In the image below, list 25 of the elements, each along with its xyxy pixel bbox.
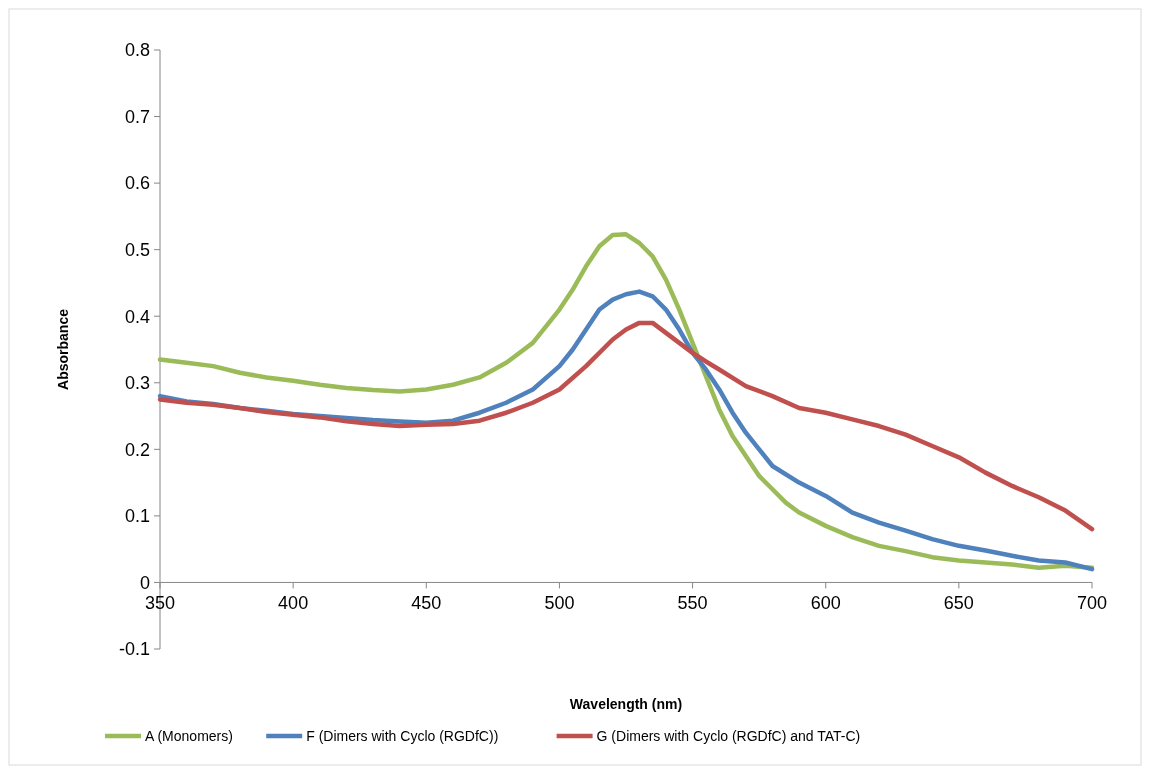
y-tick-label: 0.6 xyxy=(124,173,150,194)
y-tick-label: 0 xyxy=(139,572,150,593)
x-tick-label: 600 xyxy=(810,593,841,614)
y-tick-label: 0.4 xyxy=(124,306,150,327)
legend-label: A (Monomers) xyxy=(145,728,233,744)
x-tick-label: 450 xyxy=(411,593,442,614)
x-tick-label: 500 xyxy=(544,593,575,614)
y-tick-label: 0.8 xyxy=(124,40,150,61)
x-tick-label: 350 xyxy=(144,593,176,614)
x-tick-label: 550 xyxy=(677,593,708,614)
y-axis-title: Absorbance xyxy=(55,308,71,390)
line-series xyxy=(157,232,1095,571)
y-tick-label: 0.2 xyxy=(124,439,150,460)
y-tick-label: 0.7 xyxy=(124,106,150,127)
x-tick-label: 700 xyxy=(1076,593,1108,614)
y-tick-label: 0.3 xyxy=(124,373,150,394)
x-axis-title: Wavelength (nm) xyxy=(569,696,683,712)
y-tick-label: 0.1 xyxy=(124,506,150,527)
legend-label: G (Dimers with Cyclo (RGDfC) and TAT-C) xyxy=(596,728,861,744)
x-tick-label: 400 xyxy=(278,593,309,614)
line-series xyxy=(157,320,1095,532)
y-tick-label: -0.1 xyxy=(118,639,150,660)
legend-label: F (Dimers with Cyclo (RGDfC)) xyxy=(306,728,499,744)
y-tick-label: 0.5 xyxy=(124,239,150,260)
x-tick-label: 650 xyxy=(943,593,974,614)
